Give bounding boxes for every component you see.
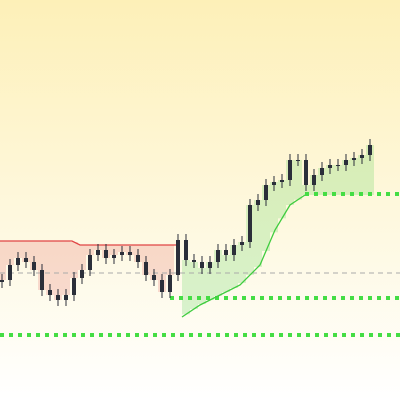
- candle-body: [184, 240, 188, 260]
- candle-body: [328, 165, 332, 168]
- candle-body: [344, 160, 348, 165]
- support-band: [190, 262, 198, 309]
- candle-body: [56, 295, 60, 300]
- support-band: [230, 245, 238, 288]
- candle-body: [72, 278, 76, 295]
- support-line: [181, 194, 306, 318]
- candle-body: [192, 260, 196, 262]
- candle-body: [48, 290, 52, 295]
- candle-body: [216, 250, 220, 262]
- support-band: [318, 168, 326, 195]
- stop-band: [14, 241, 22, 258]
- support-band: [350, 158, 358, 195]
- stop-band: [46, 241, 54, 295]
- stop-band: [0, 241, 6, 280]
- candle-body: [160, 280, 164, 292]
- support-band: [182, 260, 190, 315]
- candle-body: [24, 258, 28, 262]
- candle-body: [368, 145, 372, 155]
- stop-band: [158, 245, 166, 292]
- candle-body: [104, 250, 108, 258]
- candle-body: [88, 255, 92, 270]
- candle-body: [360, 155, 364, 158]
- support-band: [198, 268, 206, 304]
- candle-body: [224, 250, 228, 255]
- candle-body: [264, 185, 268, 200]
- stop-line: [0, 240, 178, 246]
- support-band: [334, 165, 342, 195]
- stop-band: [166, 245, 174, 275]
- stop-band: [6, 241, 14, 265]
- candle-body: [296, 160, 300, 161]
- candle-body: [64, 295, 68, 300]
- support-band: [262, 185, 270, 251]
- candle-body: [168, 275, 172, 292]
- candle-body: [288, 160, 292, 180]
- stop-band: [30, 241, 38, 270]
- candle-body: [136, 255, 140, 262]
- candle-body: [144, 262, 148, 275]
- candle-body: [312, 175, 316, 185]
- candle-body: [80, 270, 84, 278]
- support-band: [270, 182, 278, 233]
- candle-body: [96, 250, 100, 255]
- candle-body: [272, 182, 276, 185]
- candle-body: [320, 168, 324, 175]
- candle-body: [336, 165, 340, 166]
- support-band: [206, 262, 214, 300]
- support-band: [366, 145, 374, 195]
- support-band: [294, 160, 302, 200]
- candle-body: [352, 158, 356, 160]
- candle-body: [16, 258, 20, 265]
- candle-body: [256, 200, 260, 205]
- stop-band: [62, 241, 70, 295]
- candle-body: [240, 242, 244, 245]
- candle-body: [304, 160, 308, 185]
- candle-body: [176, 240, 180, 275]
- candle-body: [280, 180, 284, 182]
- candle-body: [120, 252, 124, 255]
- candle-body: [0, 280, 4, 282]
- support-band: [254, 200, 262, 267]
- support-band: [326, 165, 334, 195]
- candle-body: [232, 245, 236, 255]
- candle-body: [40, 270, 44, 290]
- stop-band: [150, 245, 158, 280]
- stop-band: [70, 242, 78, 278]
- support-band: [278, 180, 286, 219]
- candle-body: [152, 275, 156, 280]
- candle-body: [208, 262, 212, 268]
- support-band: [358, 155, 366, 195]
- support-band: [238, 242, 246, 283]
- candle-body: [200, 262, 204, 268]
- candle-body: [112, 255, 116, 258]
- support-band: [342, 160, 350, 195]
- candle-body: [8, 265, 12, 280]
- stop-band: [78, 245, 86, 270]
- candle-body: [248, 205, 252, 242]
- candle-body: [128, 252, 132, 255]
- stop-band: [22, 241, 30, 262]
- candle-body: [32, 262, 36, 270]
- stop-band: [54, 241, 62, 300]
